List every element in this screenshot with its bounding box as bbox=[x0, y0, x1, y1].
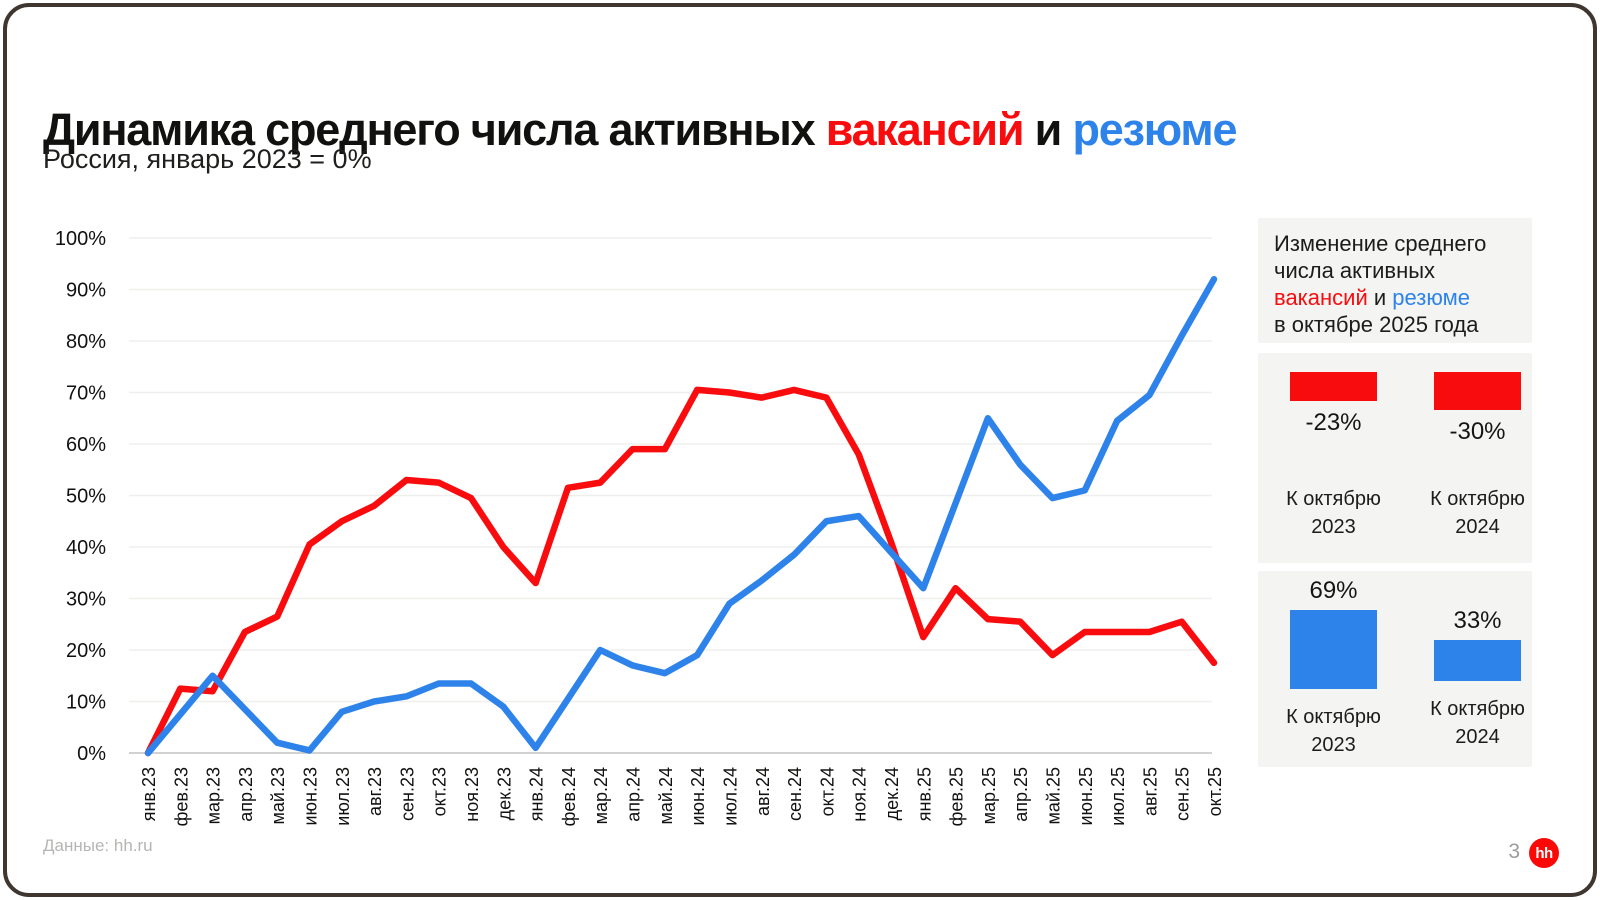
svg-text:70%: 70% bbox=[66, 383, 106, 405]
svg-text:сен.23: сен.23 bbox=[397, 767, 417, 821]
svg-text:20%: 20% bbox=[66, 640, 106, 662]
resume-compare-label-2024: К октябрю 2024 bbox=[1430, 695, 1525, 751]
svg-text:июн.25: июн.25 bbox=[1076, 767, 1096, 826]
resume-change-value-2023: 69% bbox=[1309, 577, 1358, 604]
vacancies-change-card: -23% К октябрю 2023 -30% К октябрю 2024 bbox=[1258, 353, 1532, 563]
resume-bar-zone-2024: 33% bbox=[1434, 577, 1521, 681]
svg-text:100%: 100% bbox=[55, 228, 106, 250]
svg-text:май.25: май.25 bbox=[1043, 767, 1063, 824]
data-source: Данные: hh.ru bbox=[43, 836, 153, 855]
svg-text:дек.24: дек.24 bbox=[882, 767, 902, 820]
summary-heading-line4: в октябре 2025 года bbox=[1274, 312, 1479, 337]
summary-heading-line3: вакансий и резюме bbox=[1274, 284, 1532, 311]
svg-text:дек.23: дек.23 bbox=[494, 767, 514, 820]
svg-text:50%: 50% bbox=[66, 486, 106, 508]
compare-line2: 2024 bbox=[1455, 516, 1500, 538]
svg-text:ноя.24: ноя.24 bbox=[850, 767, 870, 822]
compare-line2: 2023 bbox=[1311, 734, 1356, 756]
svg-text:июл.25: июл.25 bbox=[1108, 767, 1128, 826]
svg-text:янв.23: янв.23 bbox=[139, 767, 159, 821]
svg-text:мар.24: мар.24 bbox=[591, 767, 611, 824]
svg-text:июл.23: июл.23 bbox=[333, 767, 353, 826]
svg-text:авг.25: авг.25 bbox=[1140, 767, 1160, 816]
compare-line1: К октябрю bbox=[1430, 488, 1525, 510]
svg-text:окт.25: окт.25 bbox=[1205, 767, 1225, 816]
resume-change-value-2024: 33% bbox=[1453, 607, 1502, 634]
compare-line1: К октябрю bbox=[1430, 698, 1525, 720]
compare-line1: К октябрю bbox=[1286, 706, 1381, 728]
svg-text:мар.23: мар.23 bbox=[204, 767, 224, 824]
svg-text:июл.24: июл.24 bbox=[720, 767, 740, 826]
vacancy-change-value-2024: -30% bbox=[1449, 418, 1506, 445]
compare-line2: 2023 bbox=[1311, 516, 1356, 538]
chart-subtitle: Россия, январь 2023 = 0% bbox=[43, 144, 372, 174]
summary-heading-line1: Изменение среднего bbox=[1274, 231, 1487, 256]
title-resumes-word: резюме bbox=[1072, 104, 1237, 156]
svg-text:янв.25: янв.25 bbox=[914, 767, 934, 821]
resume-change-bar-2023 bbox=[1290, 610, 1377, 689]
svg-text:90%: 90% bbox=[66, 280, 106, 302]
svg-text:фев.23: фев.23 bbox=[171, 767, 191, 826]
compare-line1: К октябрю bbox=[1286, 488, 1381, 510]
resumes-change-card: 69% К октябрю 2023 33% К октябрю 2024 bbox=[1258, 571, 1532, 767]
svg-text:май.24: май.24 bbox=[656, 767, 676, 824]
svg-text:сен.24: сен.24 bbox=[785, 767, 805, 821]
vacancy-change-bar-2024 bbox=[1434, 372, 1521, 410]
hh-logo: hh bbox=[1529, 838, 1559, 868]
svg-text:апр.23: апр.23 bbox=[236, 767, 256, 822]
page-number: 3 bbox=[1508, 840, 1520, 863]
vacancy-compare-label-2023: К октябрю 2023 bbox=[1286, 485, 1381, 541]
title-and: и bbox=[1023, 104, 1073, 156]
summary-resumes-word: резюме bbox=[1392, 285, 1470, 310]
svg-text:апр.25: апр.25 bbox=[1011, 767, 1031, 822]
summary-heading-line2: числа активных bbox=[1274, 258, 1436, 283]
svg-text:10%: 10% bbox=[66, 692, 106, 714]
resume-bar-zone-2023: 69% bbox=[1290, 577, 1377, 689]
svg-text:40%: 40% bbox=[66, 537, 106, 559]
svg-text:окт.23: окт.23 bbox=[430, 767, 450, 816]
svg-text:апр.24: апр.24 bbox=[624, 767, 644, 822]
svg-text:мар.25: мар.25 bbox=[979, 767, 999, 824]
summary-and: и bbox=[1367, 285, 1393, 310]
svg-text:сен.25: сен.25 bbox=[1173, 767, 1193, 821]
resume-change-vs-2023: 69% К октябрю 2023 bbox=[1285, 571, 1382, 767]
resume-change-bar-2024 bbox=[1434, 640, 1521, 681]
svg-text:60%: 60% bbox=[66, 434, 106, 456]
hh-logo-text: hh bbox=[1535, 844, 1553, 862]
svg-text:июн.24: июн.24 bbox=[688, 767, 708, 826]
summary-vacancies-word: вакансий bbox=[1274, 285, 1368, 310]
summary-panel: Изменение среднего числа активных ваканс… bbox=[1258, 218, 1532, 767]
svg-text:май.23: май.23 bbox=[268, 767, 288, 824]
svg-text:80%: 80% bbox=[66, 331, 106, 353]
svg-text:ноя.23: ноя.23 bbox=[462, 767, 482, 822]
svg-text:авг.24: авг.24 bbox=[753, 767, 773, 816]
resume-change-vs-2024: 33% К октябрю 2024 bbox=[1429, 571, 1526, 767]
page-title: Динамика среднего числа активных ваканси… bbox=[43, 104, 1237, 156]
svg-text:0%: 0% bbox=[77, 743, 106, 765]
compare-line2: 2024 bbox=[1455, 726, 1500, 748]
title-text: Динамика среднего числа активных bbox=[43, 104, 826, 156]
svg-text:30%: 30% bbox=[66, 589, 106, 611]
summary-heading-card: Изменение среднего числа активных ваканс… bbox=[1258, 218, 1532, 343]
vacancy-change-vs-2023: -23% К октябрю 2023 bbox=[1285, 353, 1382, 563]
svg-text:янв.24: янв.24 bbox=[527, 767, 547, 821]
svg-text:фев.24: фев.24 bbox=[559, 767, 579, 826]
vacancy-compare-label-2024: К октябрю 2024 bbox=[1430, 485, 1525, 541]
svg-text:авг.23: авг.23 bbox=[365, 767, 385, 816]
vacancy-change-vs-2024: -30% К октябрю 2024 bbox=[1429, 353, 1526, 563]
vacancy-change-value-2023: -23% bbox=[1305, 409, 1362, 436]
title-vacancies-word: вакансий bbox=[825, 104, 1025, 156]
svg-text:окт.24: окт.24 bbox=[817, 767, 837, 816]
svg-text:фев.25: фев.25 bbox=[947, 767, 967, 826]
resume-compare-label-2023: К октябрю 2023 bbox=[1286, 703, 1381, 759]
svg-text:июн.23: июн.23 bbox=[301, 767, 321, 826]
vacancy-change-bar-2023 bbox=[1290, 372, 1377, 401]
